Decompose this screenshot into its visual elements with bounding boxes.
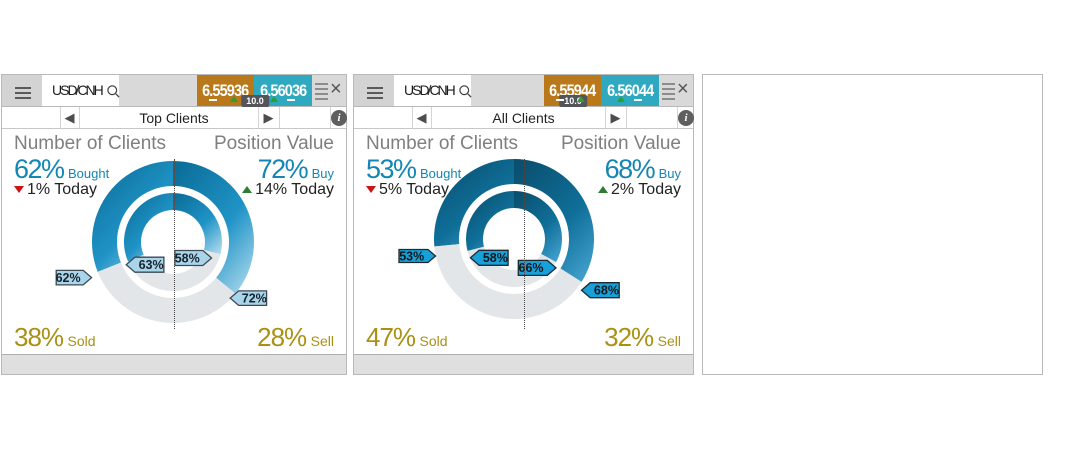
svg-text:63%: 63% <box>139 258 164 272</box>
svg-text:66%: 66% <box>519 261 544 275</box>
svg-text:72%: 72% <box>242 291 267 305</box>
svg-text:58%: 58% <box>483 251 508 265</box>
svg-text:58%: 58% <box>175 251 200 265</box>
svg-text:68%: 68% <box>594 283 619 297</box>
svg-text:53%: 53% <box>399 249 424 263</box>
svg-text:62%: 62% <box>56 271 81 285</box>
